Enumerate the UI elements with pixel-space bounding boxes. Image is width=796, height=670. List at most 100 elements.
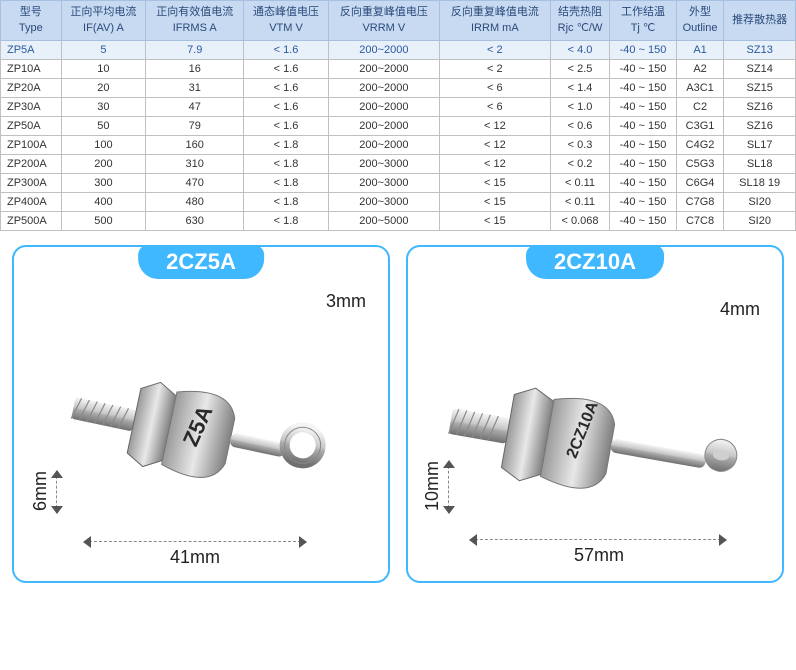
table-cell: < 12 — [439, 116, 550, 135]
table-cell: < 4.0 — [550, 40, 609, 59]
table-cell: SZ16 — [724, 116, 796, 135]
table-cell: < 1.8 — [244, 173, 329, 192]
table-cell: 470 — [146, 173, 244, 192]
table-cell: -40 ~ 150 — [610, 173, 677, 192]
table-cell: < 2 — [439, 59, 550, 78]
table-cell: ZP50A — [1, 116, 62, 135]
table-cell: 200~5000 — [328, 211, 439, 230]
table-cell: 300 — [61, 173, 146, 192]
table-cell: -40 ~ 150 — [610, 116, 677, 135]
spec-table-body: ZP5A57.9< 1.6200~2000< 2< 4.0-40 ~ 150A1… — [1, 40, 796, 230]
table-cell: < 12 — [439, 135, 550, 154]
table-cell: 200~2000 — [328, 97, 439, 116]
product-title: 2CZ10A — [526, 245, 664, 279]
table-cell: < 0.11 — [550, 173, 609, 192]
table-cell: < 1.4 — [550, 78, 609, 97]
table-cell: ZP300A — [1, 173, 62, 192]
table-cell: 20 — [61, 78, 146, 97]
table-cell: < 1.8 — [244, 135, 329, 154]
dim-stud-line — [448, 461, 449, 513]
table-cell: < 2.5 — [550, 59, 609, 78]
table-cell: SI20 — [724, 192, 796, 211]
dim-length-line — [84, 541, 306, 542]
table-cell: < 12 — [439, 154, 550, 173]
table-cell: -40 ~ 150 — [610, 40, 677, 59]
table-cell: < 1.6 — [244, 116, 329, 135]
table-cell: ZP500A — [1, 211, 62, 230]
table-cell: SZ16 — [724, 97, 796, 116]
table-header-cell: 结壳热阻Rjc ℃/W — [550, 1, 609, 41]
table-cell: < 0.11 — [550, 192, 609, 211]
table-cell: 200~2000 — [328, 59, 439, 78]
table-cell: 200~2000 — [328, 135, 439, 154]
table-cell: < 1.6 — [244, 59, 329, 78]
table-row: ZP200A200310< 1.8200~3000< 12< 0.2-40 ~ … — [1, 154, 796, 173]
table-cell: < 6 — [439, 78, 550, 97]
table-cell: -40 ~ 150 — [610, 97, 677, 116]
table-cell: 50 — [61, 116, 146, 135]
table-cell: < 1.6 — [244, 97, 329, 116]
table-header-cell: 通态峰值电压VTM V — [244, 1, 329, 41]
table-cell: < 1.0 — [550, 97, 609, 116]
table-header-cell: 反向重复峰值电压VRRM V — [328, 1, 439, 41]
table-cell: C4G2 — [676, 135, 724, 154]
table-row: ZP500A500630< 1.8200~5000< 15< 0.068-40 … — [1, 211, 796, 230]
table-cell: A1 — [676, 40, 724, 59]
table-cell: SZ13 — [724, 40, 796, 59]
table-cell: < 0.2 — [550, 154, 609, 173]
table-row: ZP5A57.9< 1.6200~2000< 2< 4.0-40 ~ 150A1… — [1, 40, 796, 59]
table-row: ZP30A3047< 1.6200~2000< 6< 1.0-40 ~ 150C… — [1, 97, 796, 116]
table-cell: 310 — [146, 154, 244, 173]
table-row: ZP300A300470< 1.8200~3000< 15< 0.11-40 ~… — [1, 173, 796, 192]
spec-table-header: 型号Type正向平均电流IF(AV) A正向有效值电流IFRMS A通态峰值电压… — [1, 1, 796, 41]
dim-length-line — [470, 539, 726, 540]
product-cards-row: 2CZ5A — [0, 231, 796, 595]
table-cell: 200~3000 — [328, 154, 439, 173]
table-cell: C5G3 — [676, 154, 724, 173]
dim-length: 41mm — [170, 547, 220, 568]
table-cell: ZP100A — [1, 135, 62, 154]
table-cell: 200 — [61, 154, 146, 173]
table-cell: < 1.8 — [244, 211, 329, 230]
table-cell: A3C1 — [676, 78, 724, 97]
table-cell: ZP400A — [1, 192, 62, 211]
table-cell: A2 — [676, 59, 724, 78]
table-cell: SI20 — [724, 211, 796, 230]
table-header-cell: 型号Type — [1, 1, 62, 41]
table-cell: -40 ~ 150 — [610, 59, 677, 78]
table-cell: SL18 — [724, 154, 796, 173]
dim-stud: 6mm — [30, 471, 51, 511]
diode-illustration-2cz10a: 2CZ10A — [435, 324, 755, 544]
table-cell: 630 — [146, 211, 244, 230]
table-cell: SL18 19 — [724, 173, 796, 192]
table-cell: SZ14 — [724, 59, 796, 78]
table-cell: C2 — [676, 97, 724, 116]
table-cell: < 1.6 — [244, 78, 329, 97]
table-cell: 30 — [61, 97, 146, 116]
table-cell: -40 ~ 150 — [610, 154, 677, 173]
table-cell: SL17 — [724, 135, 796, 154]
product-card-2cz5a: 2CZ5A — [12, 245, 390, 583]
spec-table: 型号Type正向平均电流IF(AV) A正向有效值电流IFRMS A通态峰值电压… — [0, 0, 796, 231]
table-cell: 200~2000 — [328, 78, 439, 97]
table-header-cell: 工作结温Tj ℃ — [610, 1, 677, 41]
table-cell: 200~2000 — [328, 116, 439, 135]
table-cell: -40 ~ 150 — [610, 192, 677, 211]
table-cell: 47 — [146, 97, 244, 116]
table-cell: < 1.6 — [244, 40, 329, 59]
table-cell: 200~3000 — [328, 192, 439, 211]
table-header-cell: 正向平均电流IF(AV) A — [61, 1, 146, 41]
table-header-cell: 推荐散热器 — [724, 1, 796, 41]
table-row: ZP400A400480< 1.8200~3000< 15< 0.11-40 ~… — [1, 192, 796, 211]
dim-tip: 3mm — [326, 291, 366, 312]
table-header-cell: 外型Outline — [676, 1, 724, 41]
table-cell: 200~2000 — [328, 40, 439, 59]
dim-stud: 10mm — [422, 461, 443, 511]
dim-length: 57mm — [574, 545, 624, 566]
table-cell: < 15 — [439, 173, 550, 192]
table-cell: < 1.8 — [244, 154, 329, 173]
table-cell: C7G8 — [676, 192, 724, 211]
dim-stud-line — [56, 471, 57, 513]
table-cell: ZP10A — [1, 59, 62, 78]
dim-tip: 4mm — [720, 299, 760, 320]
